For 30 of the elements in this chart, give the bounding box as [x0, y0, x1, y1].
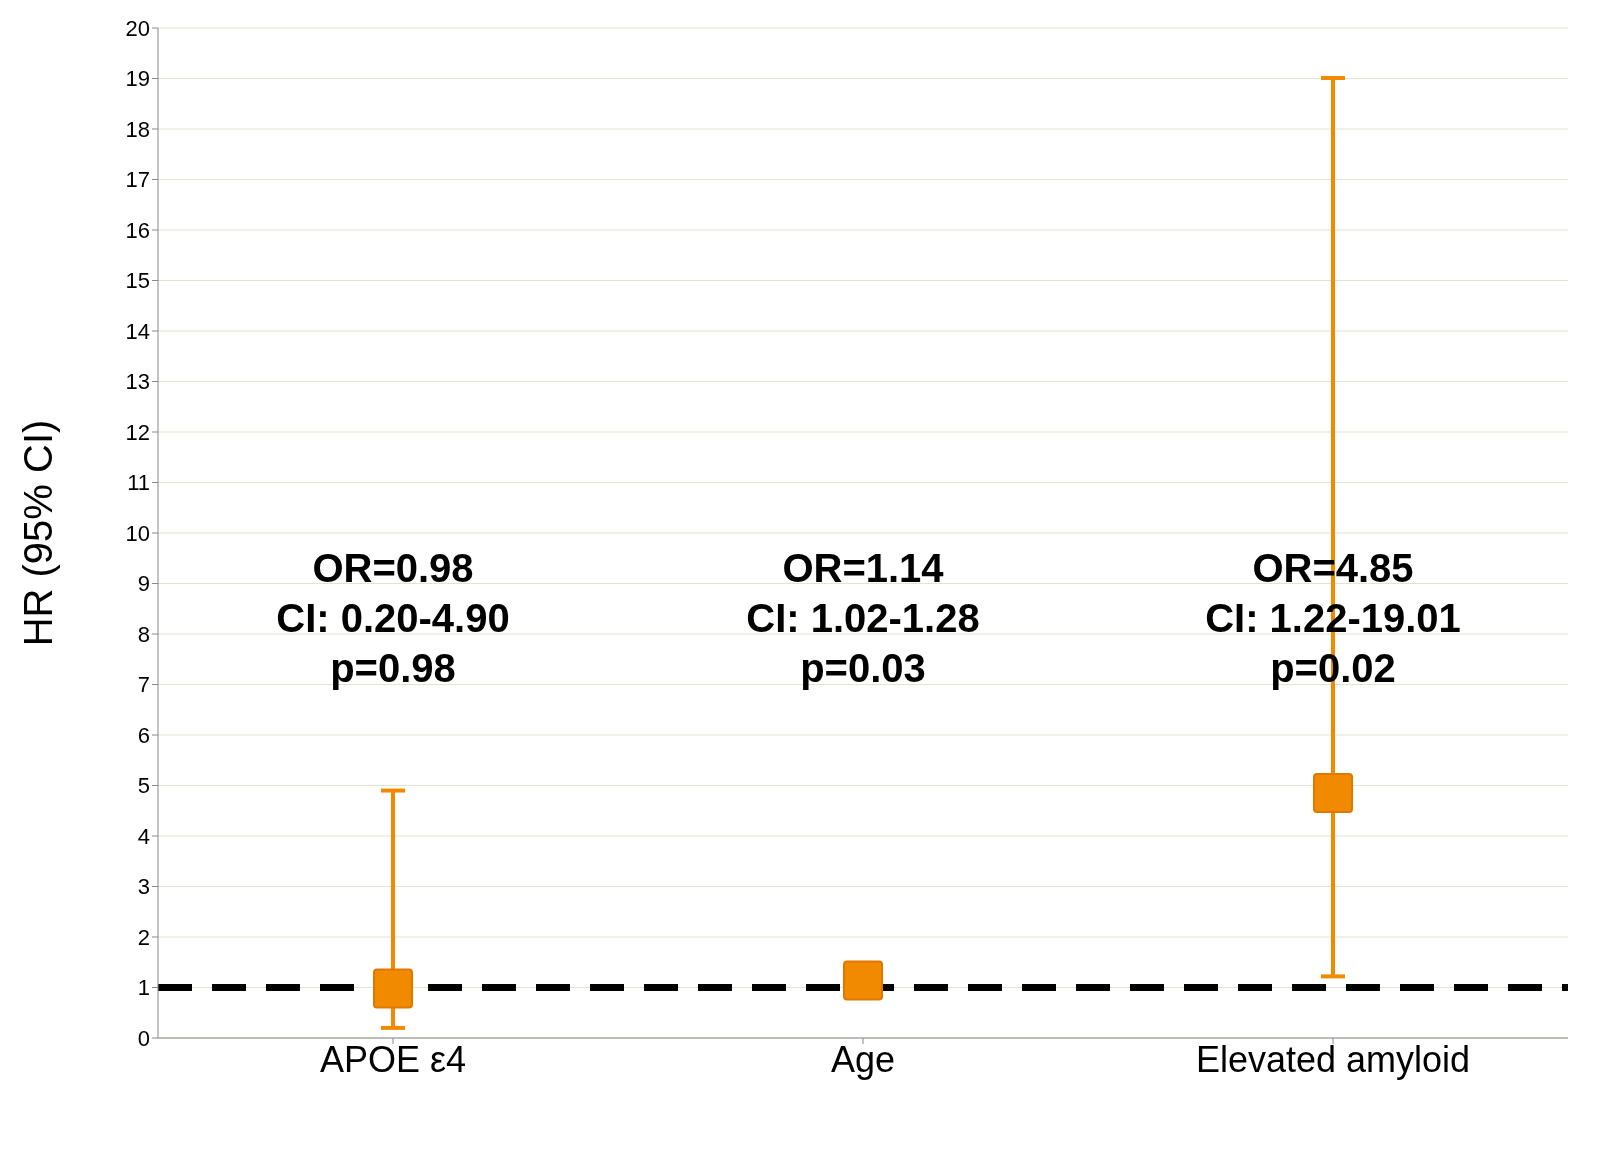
y-tick-label: 1 [137, 975, 150, 1001]
y-tick-label: 3 [137, 874, 150, 900]
y-tick-label: 2 [137, 924, 150, 950]
point [1313, 773, 1353, 814]
y-tick-label: 5 [137, 773, 150, 799]
annotation: OR=1.14 CI: 1.02-1.28 p=0.03 [746, 546, 980, 690]
x-tick-label: Elevated amyloid [1195, 1038, 1471, 1080]
y-tick-label: 4 [137, 823, 150, 849]
x-tick-label: APOE ε4 [319, 1038, 467, 1080]
y-tick-label: 14 [125, 318, 150, 344]
y-tick-label: 0 [137, 1025, 150, 1051]
y-tick-label: 7 [137, 672, 150, 698]
x-tick-label: Age [830, 1038, 896, 1080]
y-tick-label: 19 [125, 66, 150, 92]
y-tick-label: 10 [125, 520, 150, 546]
y-tick-label: 18 [125, 116, 150, 142]
y-axis-title: HR (95% CI) [16, 419, 61, 647]
y-tick-label: 6 [137, 722, 150, 748]
y-tick-label: 20 [125, 15, 150, 41]
y-tick-label: 16 [125, 217, 150, 243]
annotation: OR=0.98 CI: 0.20-4.90 p=0.98 [276, 546, 510, 690]
y-tick-label: 15 [125, 268, 150, 294]
y-tick-label: 11 [127, 470, 150, 496]
y-tick-label: 17 [125, 167, 150, 193]
y-tick-label: 13 [125, 369, 150, 395]
point [843, 960, 883, 1001]
y-tick-label: 9 [137, 571, 150, 597]
point [373, 968, 413, 1009]
y-tick-label: 8 [137, 621, 150, 647]
y-tick-label: 12 [125, 419, 150, 445]
